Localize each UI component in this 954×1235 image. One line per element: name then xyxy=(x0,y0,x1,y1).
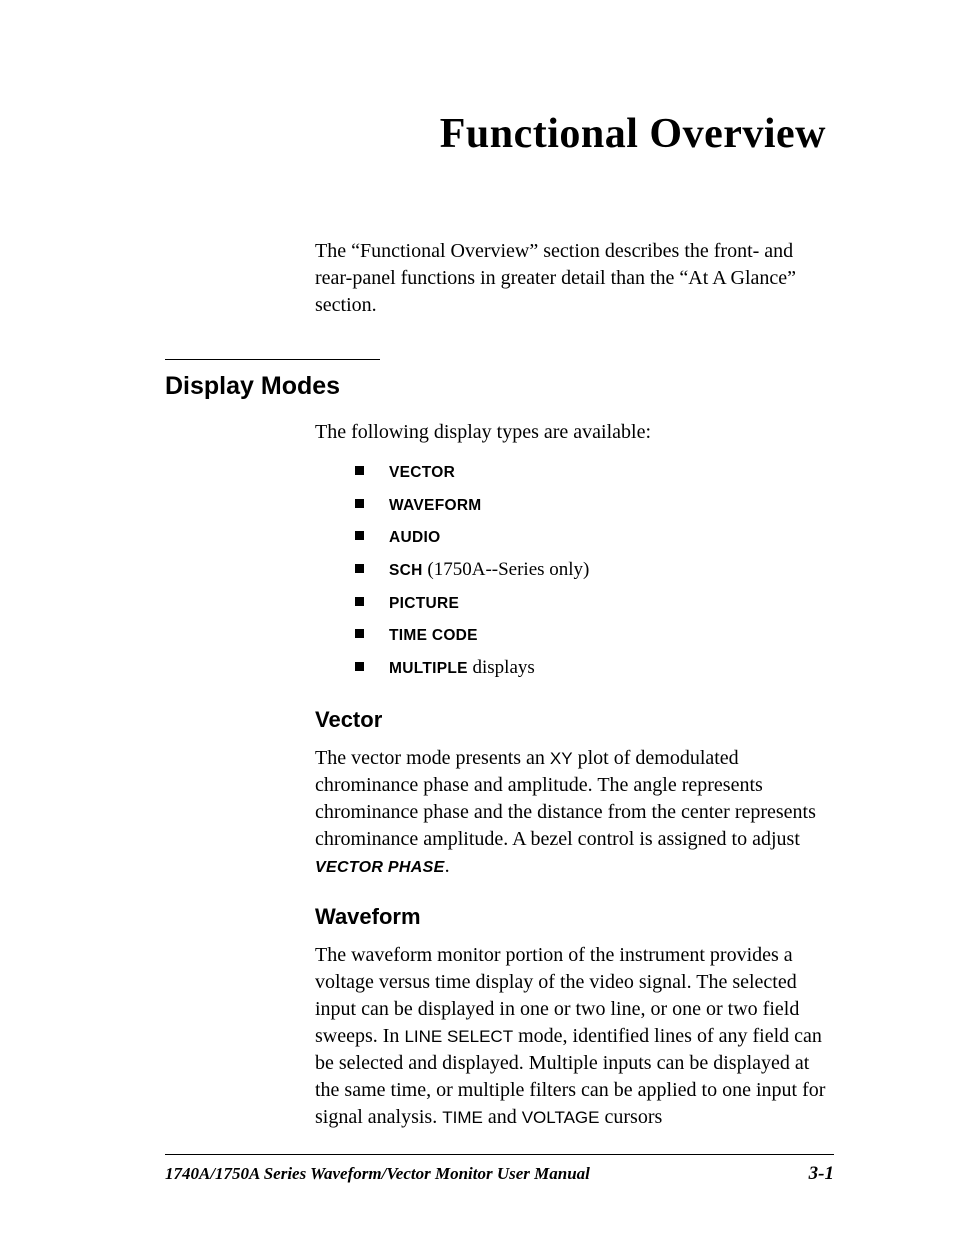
text: The vector mode presents an xyxy=(315,747,550,769)
list-item: WAVEFORM xyxy=(355,493,834,518)
vector-paragraph: The vector mode presents an XY plot of d… xyxy=(315,745,834,880)
page: Functional Overview The “Functional Over… xyxy=(0,0,954,1235)
item-label: SCH xyxy=(389,562,423,579)
item-label: TIME CODE xyxy=(389,627,478,644)
page-footer: 1740A/1750A Series Waveform/Vector Monit… xyxy=(165,1154,834,1185)
item-label: VECTOR xyxy=(389,464,455,481)
display-modes-list: VECTOR WAVEFORM AUDIO SCH (1750A--Series… xyxy=(355,460,834,681)
item-label: AUDIO xyxy=(389,529,440,546)
display-modes-lead: The following display types are availabl… xyxy=(315,419,834,446)
text: . xyxy=(445,855,450,877)
sub-heading-vector: Vector xyxy=(315,707,834,733)
item-suffix: displays xyxy=(468,657,535,678)
list-item: TIME CODE xyxy=(355,623,834,648)
text: cursors xyxy=(600,1106,663,1128)
item-label: PICTURE xyxy=(389,595,459,612)
item-label: MULTIPLE xyxy=(389,660,468,677)
list-item: VECTOR xyxy=(355,460,834,485)
item-label: WAVEFORM xyxy=(389,497,482,514)
section-heading-display-modes: Display Modes xyxy=(165,372,834,401)
list-item: SCH (1750A--Series only) xyxy=(355,558,834,583)
inline-time: TIME xyxy=(442,1108,483,1127)
vector-phase-label: VECTOR PHASE xyxy=(315,859,445,876)
intro-paragraph: The “Functional Overview” section descri… xyxy=(315,238,834,319)
list-item: MULTIPLE displays xyxy=(355,656,834,681)
sub-heading-waveform: Waveform xyxy=(315,904,834,930)
page-title: Functional Overview xyxy=(165,110,826,158)
section-divider xyxy=(165,359,380,360)
inline-xy: XY xyxy=(550,749,573,768)
waveform-paragraph: The waveform monitor portion of the inst… xyxy=(315,942,834,1131)
item-suffix: (1750A--Series only) xyxy=(423,559,590,580)
footer-page-number: 3-1 xyxy=(809,1163,834,1185)
list-item: PICTURE xyxy=(355,591,834,616)
inline-line-select: LINE SELECT xyxy=(404,1027,513,1046)
footer-manual-title: 1740A/1750A Series Waveform/Vector Monit… xyxy=(165,1164,590,1184)
inline-voltage: VOLTAGE xyxy=(522,1108,600,1127)
list-item: AUDIO xyxy=(355,525,834,550)
text: and xyxy=(483,1106,522,1128)
